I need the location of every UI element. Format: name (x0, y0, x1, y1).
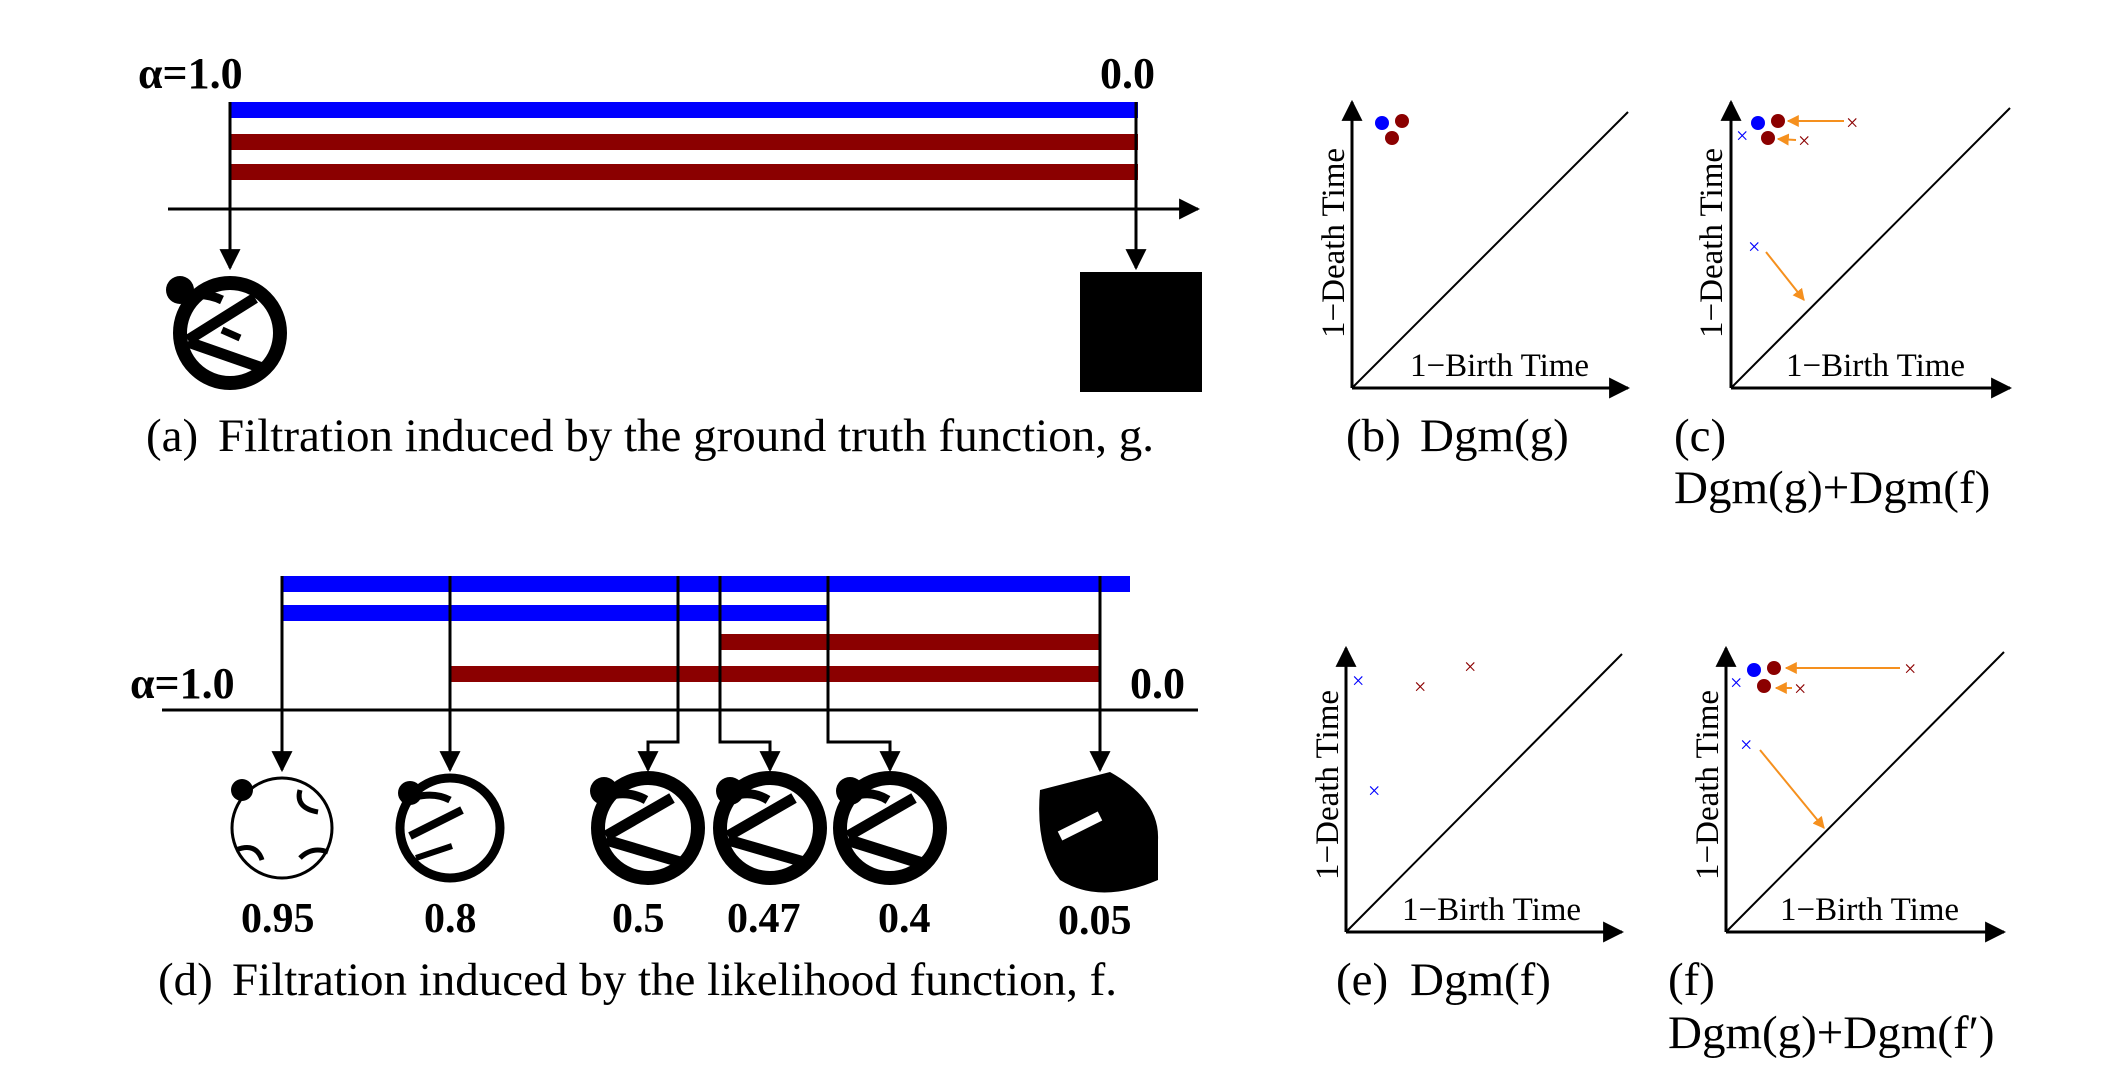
diagram-c: 1−Birth Time 1−Death Time × × × × (c) Dg… (1674, 99, 2013, 514)
point-blue (1751, 116, 1765, 130)
threshold-label: 0.95 (241, 896, 315, 942)
diagonal-line (1345, 653, 1623, 933)
thumb-0-47 (713, 771, 827, 885)
x-axis-label: 1−Birth Time (1402, 892, 1581, 928)
caption-e-tag: (e) (1336, 954, 1388, 1006)
threshold-label: 0.47 (727, 896, 801, 942)
caption-d-tag: (d) (158, 954, 213, 1006)
cross-blue: × (1736, 123, 1748, 148)
alpha-end-label: 0.0 (1100, 49, 1155, 98)
thumb-0-95 (230, 776, 334, 880)
diagonal-line (1725, 651, 2005, 933)
thumb-0-05 (1039, 772, 1159, 893)
y-axis-label: 1−Death Time (1316, 148, 1352, 338)
alpha-end-label: 0.0 (1130, 659, 1185, 708)
cross-red: × (1414, 674, 1426, 699)
y-axis-label: 1−Death Time (1694, 148, 1730, 338)
thumb-0-4 (833, 771, 947, 885)
point-blue (1375, 116, 1389, 130)
threshold-label: 0.05 (1058, 898, 1132, 944)
match-arrow (1759, 749, 1825, 829)
caption-c-title: Dgm(g)+Dgm(f) (1674, 462, 1990, 514)
point-red (1761, 131, 1775, 145)
cross-red: × (1798, 128, 1810, 153)
cross-blue: × (1740, 732, 1752, 757)
barcode-bar-blue (282, 605, 828, 621)
y-axis-label: 1−Death Time (1310, 690, 1346, 880)
threshold-label: 0.4 (878, 896, 931, 942)
y-axis-label: 1−Death Time (1690, 690, 1726, 880)
caption-a-text: Filtration induced by the ground truth f… (218, 410, 1154, 462)
ring-with-bars-icon (166, 276, 287, 390)
match-arrow (1776, 133, 1797, 146)
caption-b-title: Dgm(g) (1420, 410, 1569, 462)
match-arrow (1765, 251, 1805, 301)
thumb-0-5 (590, 771, 705, 885)
threshold-label: 0.5 (612, 896, 665, 942)
point-red (1395, 114, 1409, 128)
diagram-b: 1−Birth Time 1−Death Time (b) Dgm(g) (1316, 99, 1631, 462)
x-axis-label: 1−Birth Time (1786, 348, 1965, 384)
caption-f-tag: (f) (1668, 954, 1715, 1006)
cross-blue: × (1368, 778, 1380, 803)
caption-a-tag: (a) (146, 410, 198, 462)
cross-blue: × (1730, 670, 1742, 695)
thumb-0-8 (395, 773, 505, 883)
cross-red: × (1794, 676, 1806, 701)
black-square (1080, 272, 1202, 392)
cross-red: × (1904, 656, 1916, 681)
barcode-bar-red (230, 164, 1138, 180)
alpha-start-label: α=1.0 (138, 49, 243, 98)
diagonal-line (1351, 111, 1629, 389)
cross-blue: × (1352, 668, 1364, 693)
diagram-f: 1−Birth Time 1−Death Time × × × × (f) Dg… (1668, 645, 2007, 1059)
diagonal-line (1730, 107, 2011, 389)
diagram-e: 1−Birth Time 1−Death Time × × × × (e) Dg… (1310, 645, 1625, 1006)
cross-red: × (1846, 110, 1858, 135)
caption-d-text: Filtration induced by the likelihood fun… (232, 954, 1117, 1006)
barcode-bar-red (450, 666, 1100, 682)
caption-f-title: Dgm(g)+Dgm(f′) (1668, 1007, 1995, 1059)
point-red (1757, 679, 1771, 693)
x-axis-label: 1−Birth Time (1780, 892, 1959, 928)
caption-e-title: Dgm(f) (1410, 954, 1551, 1006)
barcode-bar-blue (282, 576, 1130, 592)
point-blue (1747, 663, 1761, 677)
panel-d: α=1.0 0.0 (130, 576, 1198, 1006)
caption-b-tag: (b) (1346, 410, 1401, 462)
threshold-label: 0.8 (424, 896, 477, 942)
barcode-bar-red (230, 134, 1138, 150)
barcode-bar-blue (230, 102, 1138, 118)
pointer-arrows (271, 576, 1111, 773)
point-red (1767, 661, 1781, 675)
cross-red: × (1464, 654, 1476, 679)
cross-blue: × (1748, 234, 1760, 259)
point-red (1771, 114, 1785, 128)
panel-a: α=1.0 0.0 (a) Filtration induced by the … (138, 49, 1202, 462)
barcode-bar-red (720, 634, 1100, 650)
x-axis-label: 1−Birth Time (1410, 348, 1589, 384)
alpha-start-label: α=1.0 (130, 659, 235, 708)
caption-c-tag: (c) (1674, 410, 1726, 462)
point-red (1385, 131, 1399, 145)
